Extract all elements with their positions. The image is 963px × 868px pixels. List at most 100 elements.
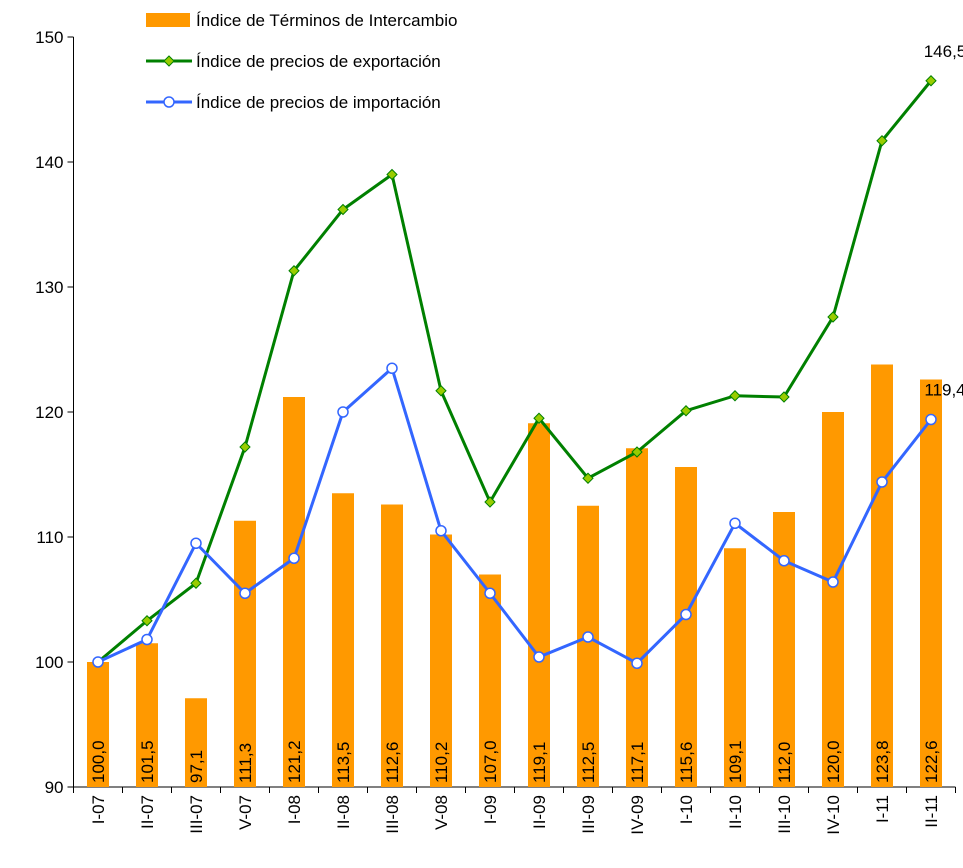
legend-marker <box>163 96 175 108</box>
point <box>190 537 202 549</box>
point <box>582 631 594 643</box>
bar <box>773 512 795 787</box>
bar <box>283 397 305 787</box>
x-tick-label: II-11 <box>922 795 941 828</box>
bar-value-label: 111,3 <box>236 743 255 783</box>
x-tick-label: IV-09 <box>628 795 647 835</box>
point <box>386 168 398 181</box>
point <box>288 265 300 277</box>
x-tick-label: III-08 <box>383 795 402 834</box>
bar-value-label: 123,8 <box>873 740 892 783</box>
point <box>778 555 790 567</box>
point <box>141 615 153 627</box>
legend-marker <box>163 55 175 67</box>
bar <box>920 379 942 787</box>
legend-label: Índice de Términos de Intercambio <box>196 11 457 30</box>
legend-label: Índice de precios de importación <box>196 93 441 112</box>
bar <box>626 448 648 787</box>
point <box>925 413 937 426</box>
point <box>533 412 545 424</box>
bar-value-label: 112,0 <box>775 742 794 783</box>
bar <box>528 423 550 787</box>
point <box>435 385 447 397</box>
line <box>97 79 933 664</box>
point <box>729 517 741 529</box>
bar-value-label: 109,1 <box>726 740 745 783</box>
point <box>92 656 104 668</box>
point <box>680 405 692 417</box>
y-tick-label: 130 <box>35 278 63 297</box>
bar-value-label: 113,5 <box>334 742 353 783</box>
y-tick-label: 90 <box>45 778 64 797</box>
point <box>337 203 349 216</box>
bar <box>381 504 403 787</box>
point <box>876 476 888 488</box>
point <box>484 587 496 599</box>
point <box>925 75 937 87</box>
point-value-label: 146,5 <box>924 42 963 61</box>
point <box>631 446 643 458</box>
point <box>827 311 839 323</box>
x-tick-label: II-07 <box>138 795 157 829</box>
bar <box>430 534 452 787</box>
point <box>239 587 251 599</box>
point <box>778 391 790 403</box>
legend-swatch <box>146 13 190 27</box>
bar-value-label: 101,5 <box>138 740 157 783</box>
point <box>680 608 692 621</box>
x-tick-label: III-07 <box>187 795 206 834</box>
y-tick-label: 150 <box>35 28 63 47</box>
y-tick-label: 120 <box>35 403 63 422</box>
point <box>876 135 888 147</box>
bar-value-label: 122,6 <box>922 740 941 783</box>
bar-value-label: 100,0 <box>89 740 108 783</box>
y-tick-label: 110 <box>36 528 63 547</box>
x-tick-label: I-11 <box>873 795 892 823</box>
bar-value-label: 115,6 <box>677 742 696 783</box>
x-tick-label: II-09 <box>530 795 549 829</box>
point <box>631 657 643 669</box>
bar-value-label: 121,2 <box>285 740 304 783</box>
x-tick-label: V-07 <box>236 795 255 830</box>
point <box>386 362 398 374</box>
x-tick-label: I-07 <box>89 795 108 824</box>
bar <box>185 698 207 787</box>
point <box>827 576 839 588</box>
y-tick-label: 100 <box>35 653 63 672</box>
x-tick-label: IV-10 <box>824 795 843 835</box>
bar <box>675 467 697 787</box>
bar-value-label: 117,1 <box>628 742 647 783</box>
point <box>141 633 153 646</box>
x-tick-label: V-08 <box>432 795 451 830</box>
x-tick-label: II-08 <box>334 795 353 829</box>
point-value-label: 119,4 <box>924 381 963 400</box>
point <box>288 552 300 564</box>
bar <box>136 643 158 787</box>
bar <box>479 574 501 787</box>
bar <box>87 662 109 787</box>
bar-value-label: 112,6 <box>383 742 402 783</box>
bar-value-label: 120,0 <box>824 740 843 783</box>
x-tick-label: III-10 <box>775 795 794 834</box>
point <box>190 577 202 589</box>
bar-value-label: 119,1 <box>530 742 549 783</box>
bar <box>577 505 599 787</box>
point <box>435 525 447 537</box>
bar <box>871 364 893 787</box>
point <box>337 406 349 418</box>
x-tick-label: I-09 <box>481 795 500 824</box>
bar-value-label: 97,1 <box>187 750 206 783</box>
line <box>97 365 933 666</box>
bar <box>332 493 354 787</box>
point <box>484 496 496 508</box>
bar-value-label: 112,5 <box>579 742 598 783</box>
x-tick-label: III-09 <box>579 795 598 834</box>
y-tick-label: 140 <box>35 153 63 172</box>
legend-label: Índice de precios de exportación <box>196 52 441 71</box>
bar-value-label: 107,0 <box>481 740 500 783</box>
point <box>239 441 251 453</box>
point <box>533 651 545 663</box>
bar <box>822 412 844 787</box>
x-tick-label: I-08 <box>285 795 304 824</box>
